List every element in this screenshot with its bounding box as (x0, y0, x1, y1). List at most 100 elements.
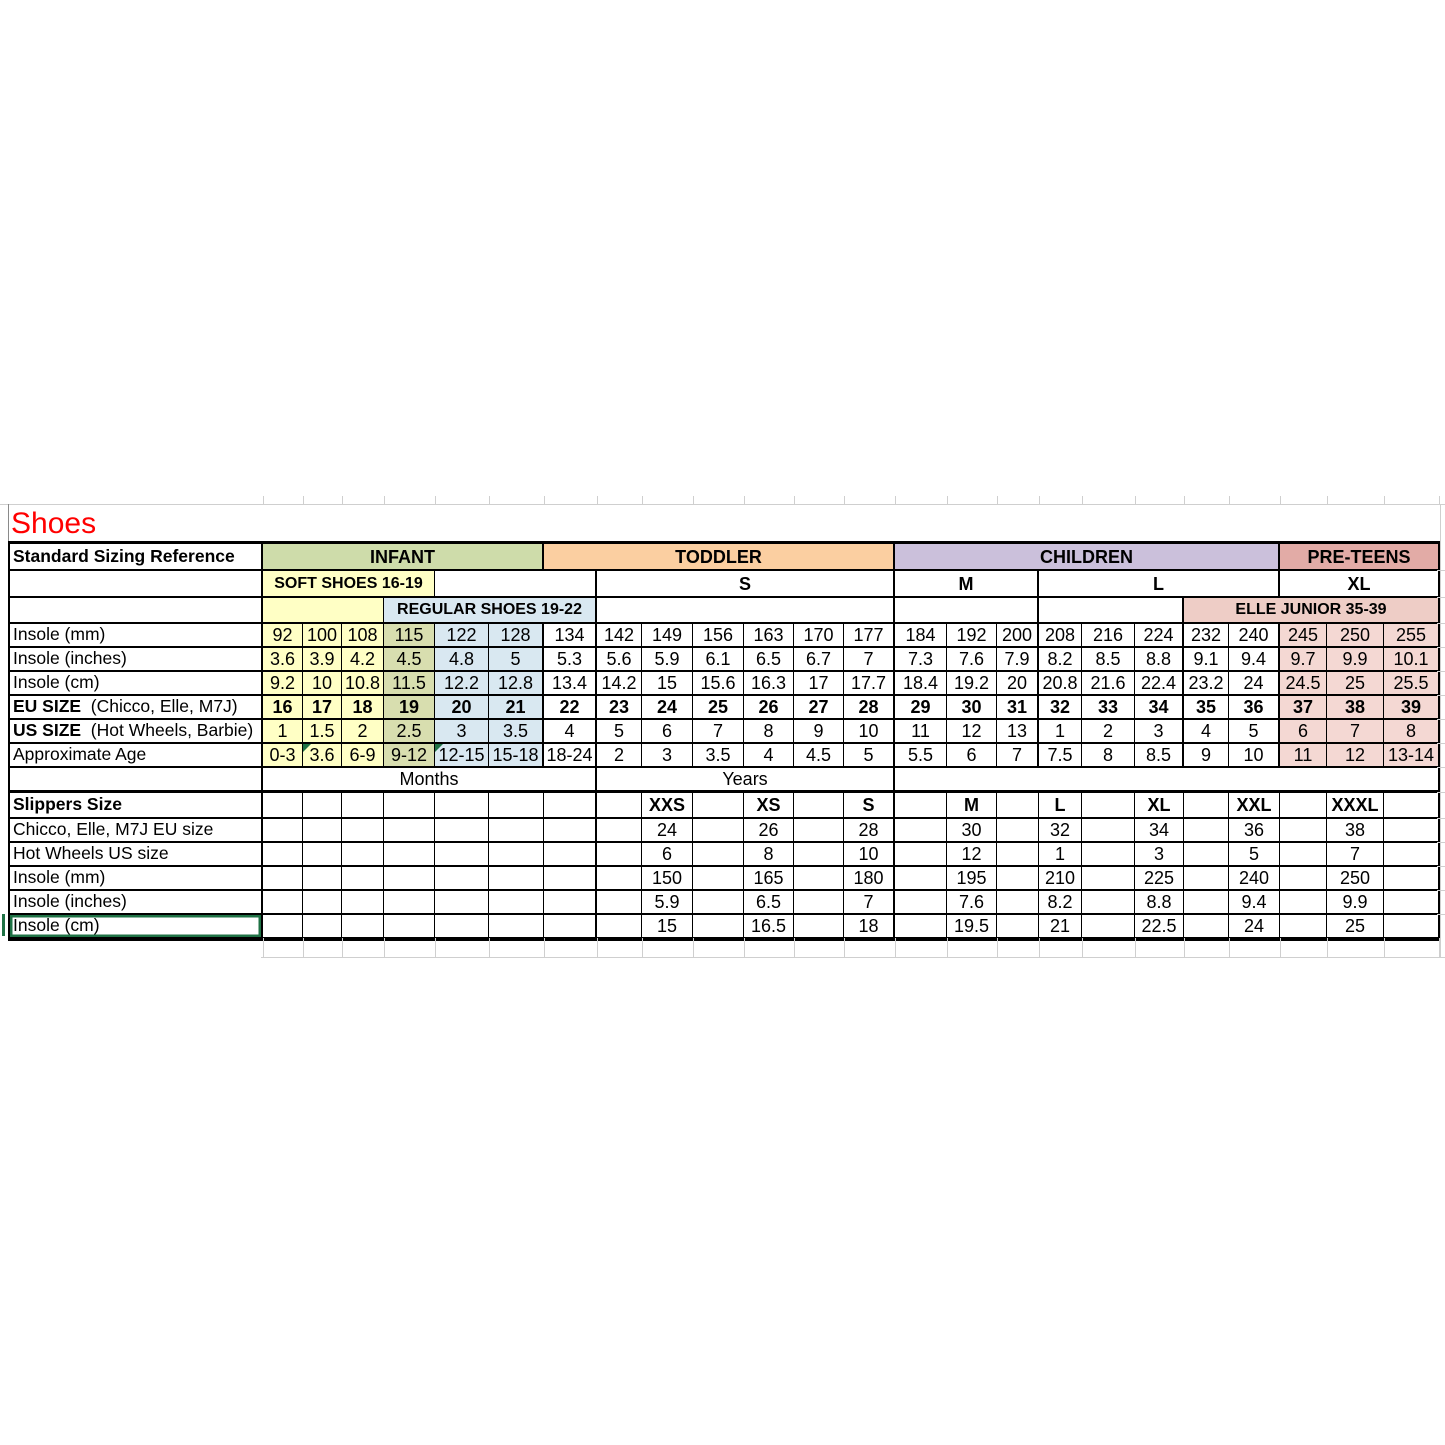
cell-insole-cm-200[interactable]: 20 (997, 672, 1039, 696)
cell-age-250[interactable]: 12 (1327, 744, 1384, 768)
cell-insole-mm-200[interactable]: 200 (997, 624, 1039, 648)
cell-us-size-115[interactable]: 2.5 (384, 720, 435, 744)
cell-slippers-inches-115[interactable] (384, 891, 435, 915)
row-label-slippers-mm[interactable]: Insole (mm) (10, 867, 263, 891)
cell-age-134[interactable]: 18-24 (544, 744, 597, 768)
cell-insole-inches-156[interactable]: 6.1 (693, 648, 744, 672)
row-label-slippers-us[interactable]: Hot Wheels US size (10, 843, 263, 867)
cell-eu-size-250[interactable]: 38 (1327, 696, 1384, 720)
cell-slippers-cm-216[interactable] (1082, 915, 1135, 939)
cell-eu-size-108[interactable]: 18 (342, 696, 384, 720)
cell-slippers-mm-232[interactable] (1184, 867, 1229, 891)
cell-insole-cm-240[interactable]: 24 (1229, 672, 1280, 696)
cell-age-128[interactable]: 15-18 (489, 744, 544, 768)
cell-slippers-eu-115[interactable] (384, 819, 435, 843)
size-band-l[interactable]: L (1039, 571, 1280, 598)
cell-slippers-inches-170[interactable] (794, 891, 844, 915)
cell-slippers-size-255[interactable] (1384, 793, 1439, 819)
cell-us-size-208[interactable]: 1 (1039, 720, 1082, 744)
row-label-insole-mm[interactable]: Insole (mm) (10, 624, 263, 648)
cell-insole-inches-128[interactable]: 5 (489, 648, 544, 672)
cell-insole-cm-134[interactable]: 13.4 (544, 672, 597, 696)
cell-slippers-eu-92[interactable] (263, 819, 303, 843)
cell-age-92[interactable]: 0-3 (263, 744, 303, 768)
cell-insole-mm-216[interactable]: 216 (1082, 624, 1135, 648)
cell-slippers-mm-208[interactable]: 210 (1039, 867, 1082, 891)
cell-slippers-eu-224[interactable]: 34 (1135, 819, 1184, 843)
cell-slippers-mm-92[interactable] (263, 867, 303, 891)
cell-slippers-inches-200[interactable] (997, 891, 1039, 915)
row-label-slippers-eu[interactable]: Chicco, Elle, M7J EU size (10, 819, 263, 843)
cell-slippers-cm-250[interactable]: 25 (1327, 915, 1384, 939)
cell-age-163[interactable]: 4 (744, 744, 794, 768)
group-header-infant[interactable]: INFANT (263, 544, 544, 571)
cell-insole-inches-250[interactable]: 9.9 (1327, 648, 1384, 672)
cell-age-108[interactable]: 6-9 (342, 744, 384, 768)
cell-slippers-inches-208[interactable]: 8.2 (1039, 891, 1082, 915)
cell-insole-cm-255[interactable]: 25.5 (1384, 672, 1439, 696)
cell-insole-inches-255[interactable]: 10.1 (1384, 648, 1439, 672)
cell-slippers-mm-200[interactable] (997, 867, 1039, 891)
cell-slippers-cm-208[interactable]: 21 (1039, 915, 1082, 939)
cell-eu-size-156[interactable]: 25 (693, 696, 744, 720)
cell-insole-cm-192[interactable]: 19.2 (947, 672, 997, 696)
cell-eu-size-200[interactable]: 31 (997, 696, 1039, 720)
cell-slippers-mm-100[interactable] (303, 867, 342, 891)
cell-insole-cm-170[interactable]: 17 (794, 672, 844, 696)
cell-eu-size-177[interactable]: 28 (844, 696, 895, 720)
cell-slippers-mm-142[interactable] (597, 867, 642, 891)
cell-slippers-size-192[interactable]: M (947, 793, 997, 819)
cell-insole-mm-232[interactable]: 232 (1184, 624, 1229, 648)
band-elle-junior[interactable]: ELLE JUNIOR 35-39 (1184, 598, 1439, 624)
cell-eu-size-184[interactable]: 29 (895, 696, 947, 720)
cell-slippers-size-156[interactable] (693, 793, 744, 819)
cell-slippers-us-163[interactable]: 8 (744, 843, 794, 867)
cell-slippers-inches-142[interactable] (597, 891, 642, 915)
cell-age-170[interactable]: 4.5 (794, 744, 844, 768)
cell-slippers-size-108[interactable] (342, 793, 384, 819)
cell-age-184[interactable]: 5.5 (895, 744, 947, 768)
cell-eu-size-163[interactable]: 26 (744, 696, 794, 720)
cell-insole-inches-232[interactable]: 9.1 (1184, 648, 1229, 672)
header-empty-cell[interactable] (1039, 598, 1184, 624)
header-empty-cell[interactable] (895, 598, 1039, 624)
cell-slippers-us-142[interactable] (597, 843, 642, 867)
cell-slippers-size-142[interactable] (597, 793, 642, 819)
cell-slippers-mm-250[interactable]: 250 (1327, 867, 1384, 891)
cell-slippers-us-122[interactable] (435, 843, 489, 867)
cell-slippers-mm-156[interactable] (693, 867, 744, 891)
cell-insole-mm-184[interactable]: 184 (895, 624, 947, 648)
cell-insole-inches-200[interactable]: 7.9 (997, 648, 1039, 672)
cell-slippers-mm-122[interactable] (435, 867, 489, 891)
cell-slippers-size-216[interactable] (1082, 793, 1135, 819)
cell-insole-inches-245[interactable]: 9.7 (1280, 648, 1327, 672)
cell-age-156[interactable]: 3.5 (693, 744, 744, 768)
cell-eu-size-122[interactable]: 20 (435, 696, 489, 720)
cell-insole-cm-184[interactable]: 18.4 (895, 672, 947, 696)
cell-insole-mm-156[interactable]: 156 (693, 624, 744, 648)
cell-slippers-cm-224[interactable]: 22.5 (1135, 915, 1184, 939)
cell-slippers-inches-122[interactable] (435, 891, 489, 915)
cell-slippers-cm-170[interactable] (794, 915, 844, 939)
cell-slippers-size-122[interactable] (435, 793, 489, 819)
cell-slippers-us-128[interactable] (489, 843, 544, 867)
cell-age-192[interactable]: 6 (947, 744, 997, 768)
cell-slippers-eu-108[interactable] (342, 819, 384, 843)
cell-insole-mm-142[interactable]: 142 (597, 624, 642, 648)
cell-us-size-224[interactable]: 3 (1135, 720, 1184, 744)
cell-slippers-size-245[interactable] (1280, 793, 1327, 819)
cell-slippers-mm-177[interactable]: 180 (844, 867, 895, 891)
cell-slippers-inches-128[interactable] (489, 891, 544, 915)
cell-slippers-size-240[interactable]: XXL (1229, 793, 1280, 819)
cell-insole-inches-184[interactable]: 7.3 (895, 648, 947, 672)
cell-slippers-cm-255[interactable] (1384, 915, 1439, 939)
cell-slippers-size-184[interactable] (895, 793, 947, 819)
cell-us-size-149[interactable]: 6 (642, 720, 693, 744)
cell-slippers-eu-250[interactable]: 38 (1327, 819, 1384, 843)
row-label-slippers-size[interactable]: Slippers Size (10, 793, 263, 819)
band-soft-shoes[interactable]: SOFT SHOES 16-19 (263, 571, 435, 598)
cell-insole-cm-115[interactable]: 11.5 (384, 672, 435, 696)
cell-slippers-size-128[interactable] (489, 793, 544, 819)
cell-insole-cm-149[interactable]: 15 (642, 672, 693, 696)
cell-insole-inches-240[interactable]: 9.4 (1229, 648, 1280, 672)
